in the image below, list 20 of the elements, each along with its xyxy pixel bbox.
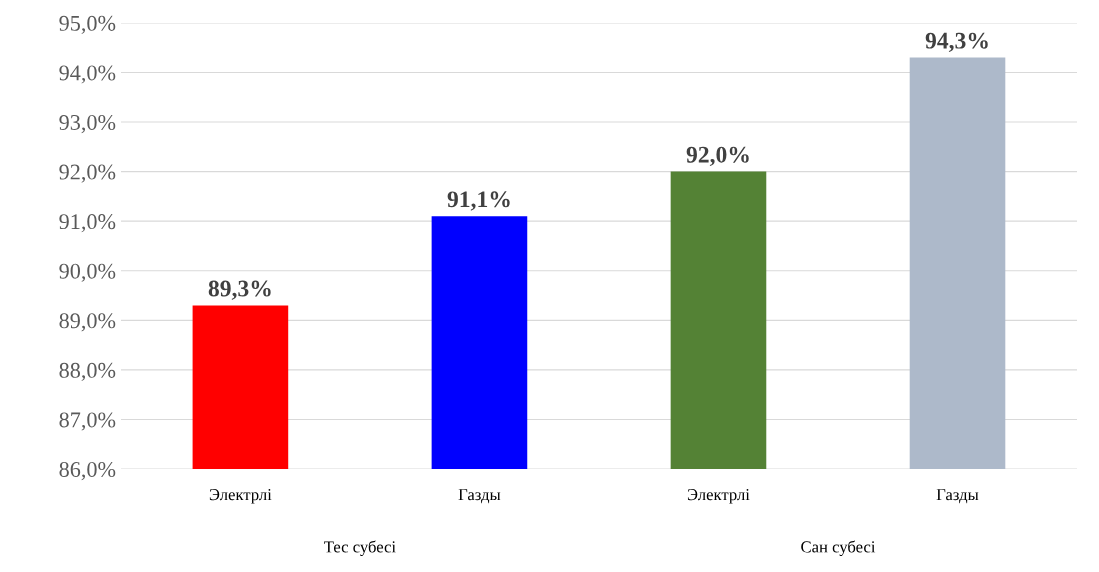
y-tick-label: 90,0% bbox=[59, 263, 116, 282]
x-tick-label: Газды bbox=[936, 489, 979, 504]
x-tick-label: Электрлі bbox=[209, 489, 272, 504]
y-tick-label: 94,0% bbox=[59, 65, 116, 84]
text: Тес субесі bbox=[324, 540, 396, 556]
data-label: 94,3% bbox=[925, 32, 988, 53]
y-tick-label: 87,0% bbox=[59, 412, 116, 431]
y-tick-label: 95,0% bbox=[59, 15, 116, 35]
y-tick-label: 91,0% bbox=[59, 214, 116, 233]
x-tick-label: Газды bbox=[458, 489, 501, 504]
text: Сан субесі bbox=[801, 540, 876, 556]
data-label: 89,3% bbox=[208, 280, 271, 300]
y-tick-label: 86,0% bbox=[59, 461, 116, 481]
data-label: 92,0% bbox=[686, 146, 749, 167]
data-label: 91,1% bbox=[447, 191, 510, 211]
y-tick-label: 92,0% bbox=[59, 164, 116, 183]
x-tick-label: Электрлі bbox=[687, 489, 750, 504]
y-tick-label: 88,0% bbox=[59, 362, 116, 382]
y-tick-label: 89,0% bbox=[59, 313, 116, 332]
y-tick-label: 93,0% bbox=[59, 114, 116, 134]
